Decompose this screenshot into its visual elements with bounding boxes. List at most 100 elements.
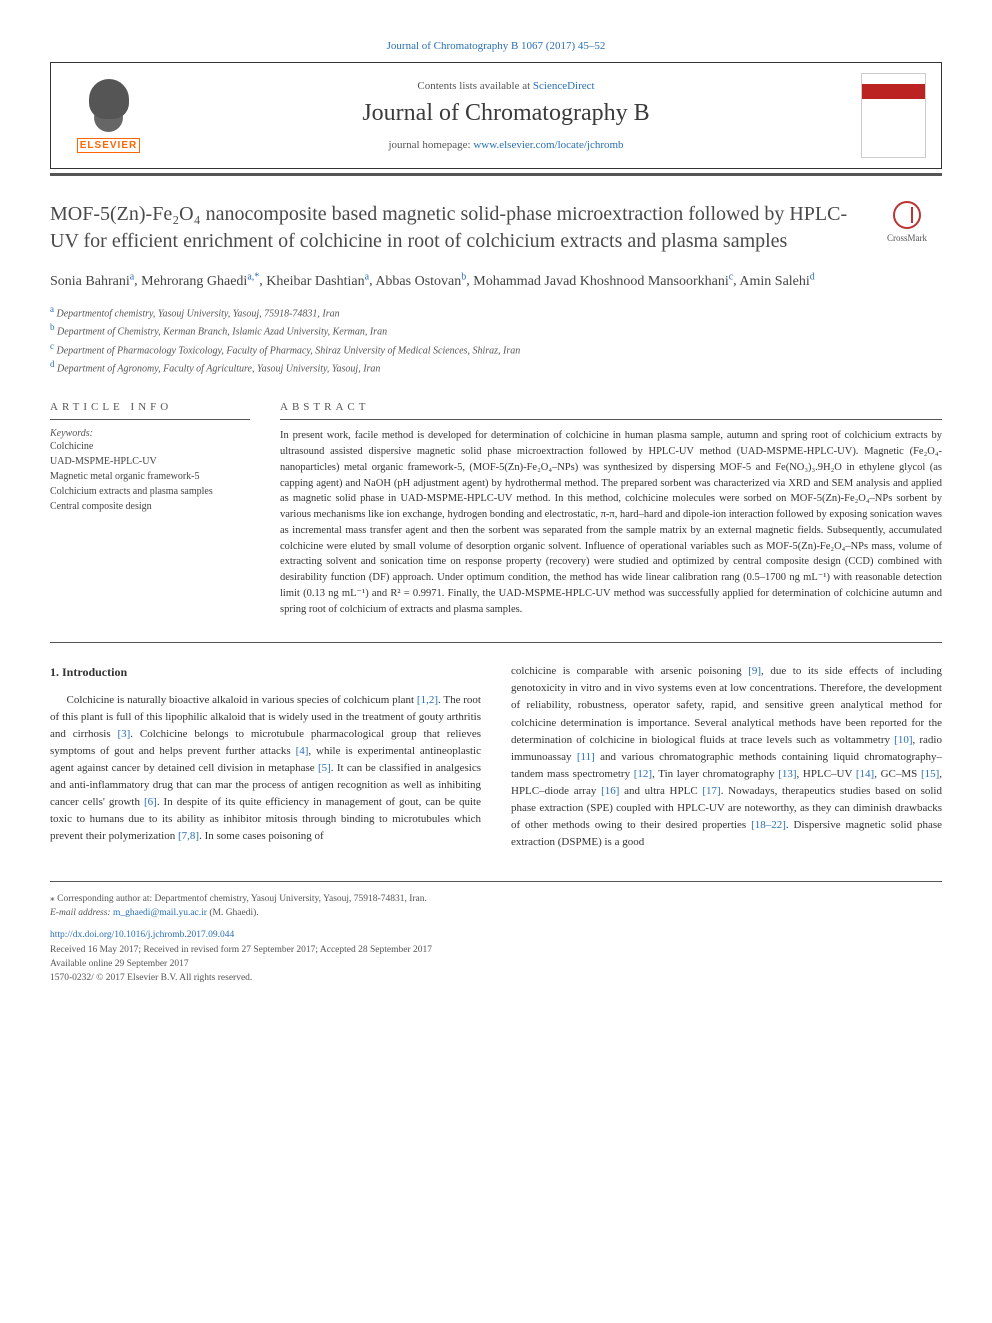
homepage-prefix: journal homepage: bbox=[388, 139, 473, 151]
author-aff: a bbox=[130, 271, 134, 282]
sciencedirect-link[interactable]: ScienceDirect bbox=[533, 80, 595, 92]
body-rule bbox=[50, 642, 942, 643]
contents-text: Contents lists available at bbox=[417, 80, 532, 92]
copyright-line: 1570-0232/ © 2017 Elsevier B.V. All righ… bbox=[50, 971, 942, 985]
ref-link[interactable]: [18–22] bbox=[751, 819, 786, 831]
author-aff: a,* bbox=[247, 271, 259, 282]
journal-name: Journal of Chromatography B bbox=[151, 100, 861, 127]
ref-link[interactable]: [10] bbox=[894, 734, 912, 746]
info-abstract-row: ARTICLE INFO Keywords: Colchicine UAD-MS… bbox=[50, 401, 942, 617]
doi-link[interactable]: http://dx.doi.org/10.1016/j.jchromb.2017… bbox=[50, 930, 234, 940]
aff-key: b bbox=[50, 322, 55, 332]
corresponding-author: ⁎ Corresponding author at: Departmentof … bbox=[50, 892, 942, 906]
author-name: Sonia Bahrani bbox=[50, 274, 130, 289]
footer: ⁎ Corresponding author at: Departmentof … bbox=[50, 881, 942, 986]
header-citation: Journal of Chromatography B 1067 (2017) … bbox=[50, 40, 942, 52]
keyword-item: Magnetic metal organic framework-5 bbox=[50, 469, 250, 484]
keyword-item: Colchicine bbox=[50, 439, 250, 454]
ref-link[interactable]: [15] bbox=[921, 768, 939, 780]
title-row: MOF-5(Zn)-Fe₂O₄ nanocomposite based magn… bbox=[50, 201, 942, 255]
aff-text: Department of Pharmacology Toxicology, F… bbox=[57, 345, 521, 356]
elsevier-tree-icon bbox=[81, 79, 136, 134]
contents-list-line: Contents lists available at ScienceDirec… bbox=[151, 80, 861, 92]
keyword-item: Colchicium extracts and plasma samples bbox=[50, 484, 250, 499]
author: Amin Salehid bbox=[739, 274, 814, 289]
intro-heading: 1. Introduction bbox=[50, 663, 481, 682]
author-aff: c bbox=[729, 271, 733, 282]
affiliation: b Department of Chemistry, Kerman Branch… bbox=[50, 321, 942, 339]
crossmark-label: CrossMark bbox=[872, 233, 942, 243]
ref-link[interactable]: [6] bbox=[144, 796, 157, 808]
ref-link[interactable]: [7,8] bbox=[178, 830, 199, 842]
ref-link[interactable]: [11] bbox=[577, 751, 595, 763]
ref-link[interactable]: [16] bbox=[601, 785, 619, 797]
ref-link[interactable]: [12] bbox=[634, 768, 652, 780]
abstract-text: In present work, facile method is develo… bbox=[280, 428, 942, 617]
aff-text: Departmentof chemistry, Yasouj Universit… bbox=[57, 308, 340, 319]
crossmark-badge[interactable]: CrossMark bbox=[872, 201, 942, 243]
affiliation: c Department of Pharmacology Toxicology,… bbox=[50, 340, 942, 358]
crossmark-icon bbox=[893, 201, 921, 229]
author-name: Abbas Ostovan bbox=[375, 274, 461, 289]
keywords-list: Colchicine UAD-MSPME-HPLC-UV Magnetic me… bbox=[50, 439, 250, 514]
email-link[interactable]: m_ghaedi@mail.yu.ac.ir bbox=[113, 908, 207, 918]
body-col-left: 1. Introduction Colchicine is naturally … bbox=[50, 663, 481, 851]
author-aff: d bbox=[810, 271, 815, 282]
keyword-item: UAD-MSPME-HPLC-UV bbox=[50, 454, 250, 469]
affiliation: d Department of Agronomy, Faculty of Agr… bbox=[50, 358, 942, 376]
intro-para-1: Colchicine is naturally bioactive alkalo… bbox=[50, 692, 481, 845]
received-line: Received 16 May 2017; Received in revise… bbox=[50, 943, 942, 957]
online-line: Available online 29 September 2017 bbox=[50, 957, 942, 971]
aff-text: Department of Chemistry, Kerman Branch, … bbox=[57, 327, 387, 338]
author-name: Kheibar Dashtian bbox=[266, 274, 364, 289]
author-aff: b bbox=[461, 271, 466, 282]
affiliation: a Departmentof chemistry, Yasouj Univers… bbox=[50, 303, 942, 321]
ref-link[interactable]: [1,2] bbox=[417, 694, 438, 706]
ref-link[interactable]: [9] bbox=[748, 665, 761, 677]
header-rule bbox=[50, 173, 942, 176]
author: Mohammad Javad Khoshnood Mansoorkhanic bbox=[473, 274, 733, 289]
aff-text: Department of Agronomy, Faculty of Agric… bbox=[57, 363, 380, 374]
author: Kheibar Dashtiana bbox=[266, 274, 369, 289]
homepage-link[interactable]: www.elsevier.com/locate/jchromb bbox=[473, 139, 623, 151]
aff-key: c bbox=[50, 341, 54, 351]
email-who: (M. Ghaedi). bbox=[207, 908, 259, 918]
author: Sonia Bahrania bbox=[50, 274, 134, 289]
affiliations: a Departmentof chemistry, Yasouj Univers… bbox=[50, 303, 942, 376]
author-name: Mohammad Javad Khoshnood Mansoorkhani bbox=[473, 274, 728, 289]
header-center: Contents lists available at ScienceDirec… bbox=[151, 80, 861, 151]
ref-link[interactable]: [14] bbox=[856, 768, 874, 780]
email-line: E-mail address: m_ghaedi@mail.yu.ac.ir (… bbox=[50, 906, 942, 920]
abstract-col: ABSTRACT In present work, facile method … bbox=[280, 401, 942, 617]
author: Mehrorang Ghaedia,* bbox=[141, 274, 259, 289]
journal-header: ELSEVIER Contents lists available at Sci… bbox=[50, 62, 942, 169]
article-info-heading: ARTICLE INFO bbox=[50, 401, 250, 420]
ref-link[interactable]: [3] bbox=[117, 728, 130, 740]
aff-key: a bbox=[50, 304, 54, 314]
article-info-col: ARTICLE INFO Keywords: Colchicine UAD-MS… bbox=[50, 401, 250, 617]
author-aff: a bbox=[365, 271, 369, 282]
keywords-label: Keywords: bbox=[50, 428, 250, 439]
author-list: Sonia Bahrania, Mehrorang Ghaedia,*, Khe… bbox=[50, 269, 942, 293]
author: Abbas Ostovanb bbox=[375, 274, 466, 289]
abstract-heading: ABSTRACT bbox=[280, 401, 942, 420]
email-label: E-mail address: bbox=[50, 908, 113, 918]
ref-link[interactable]: [5] bbox=[318, 762, 331, 774]
intro-para-2: colchicine is comparable with arsenic po… bbox=[511, 663, 942, 851]
elsevier-logo-box: ELSEVIER bbox=[66, 79, 151, 153]
aff-key: d bbox=[50, 359, 55, 369]
elsevier-label: ELSEVIER bbox=[77, 138, 140, 153]
article-title: MOF-5(Zn)-Fe₂O₄ nanocomposite based magn… bbox=[50, 201, 852, 255]
author-name: Mehrorang Ghaedi bbox=[141, 274, 247, 289]
title-col: MOF-5(Zn)-Fe₂O₄ nanocomposite based magn… bbox=[50, 201, 852, 255]
page-container: Journal of Chromatography B 1067 (2017) … bbox=[0, 0, 992, 1025]
ref-link[interactable]: [4] bbox=[296, 745, 309, 757]
ref-link[interactable]: [17] bbox=[702, 785, 720, 797]
homepage-line: journal homepage: www.elsevier.com/locat… bbox=[151, 139, 861, 151]
body-columns: 1. Introduction Colchicine is naturally … bbox=[50, 663, 942, 851]
ref-link[interactable]: [13] bbox=[778, 768, 796, 780]
journal-cover-thumb bbox=[861, 73, 926, 158]
author-name: Amin Salehi bbox=[739, 274, 809, 289]
keyword-item: Central composite design bbox=[50, 499, 250, 514]
body-col-right: colchicine is comparable with arsenic po… bbox=[511, 663, 942, 851]
